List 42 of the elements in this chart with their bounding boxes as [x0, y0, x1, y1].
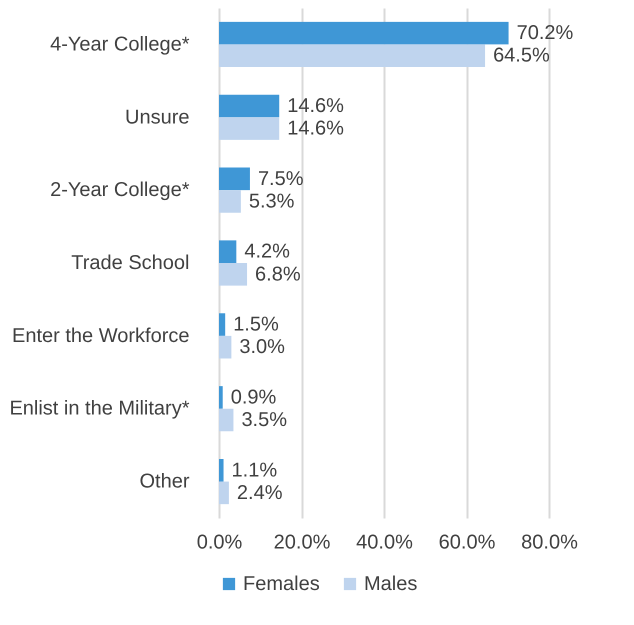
y-tick-label: Other: [139, 470, 190, 493]
y-tick-label: 4-Year College*: [50, 33, 190, 56]
data-label: 70.2%: [516, 22, 574, 44]
data-label: 14.6%: [287, 118, 344, 140]
x-tick-label: 80.0%: [521, 532, 578, 554]
bar: [219, 190, 241, 213]
bar: [219, 117, 280, 140]
data-label: 5.3%: [248, 190, 295, 212]
bar: [219, 44, 486, 68]
data-label: 3.5%: [241, 409, 288, 432]
data-label: 64.5%: [493, 44, 550, 67]
bar: [219, 386, 223, 409]
data-label: 0.9%: [230, 386, 277, 408]
bar: [219, 240, 236, 263]
legend-label: Females: [243, 573, 320, 595]
data-label: 6.8%: [255, 263, 301, 286]
y-tick-label: Unsure: [125, 106, 190, 128]
bar: [219, 94, 280, 118]
bar: [219, 336, 232, 358]
x-tick-label: 20.0%: [274, 532, 331, 554]
bar: [219, 263, 248, 286]
data-label: 7.5%: [258, 168, 304, 190]
bar: [219, 168, 250, 190]
y-tick-label: Enter the Workforce: [12, 324, 190, 347]
data-label: 4.2%: [244, 240, 290, 263]
bar: [219, 458, 224, 482]
data-label: 2.4%: [236, 482, 283, 504]
x-tick-label: 0.0%: [196, 532, 243, 554]
bar: [219, 408, 234, 432]
data-label: 14.6%: [287, 94, 344, 117]
data-label: 3.0%: [239, 336, 286, 358]
legend-label: Males: [364, 573, 418, 595]
bar: [219, 22, 509, 44]
y-tick-label: 2-Year College*: [50, 179, 190, 202]
bar: [219, 482, 229, 504]
data-label: 1.1%: [232, 459, 278, 482]
x-tick-label: 40.0%: [356, 532, 414, 554]
y-tick-label: Enlist in the Military*: [9, 398, 190, 420]
x-tick-label: 60.0%: [438, 532, 496, 554]
bar: [219, 313, 226, 336]
data-label: 1.5%: [233, 314, 279, 336]
y-tick-label: Trade School: [71, 252, 190, 274]
